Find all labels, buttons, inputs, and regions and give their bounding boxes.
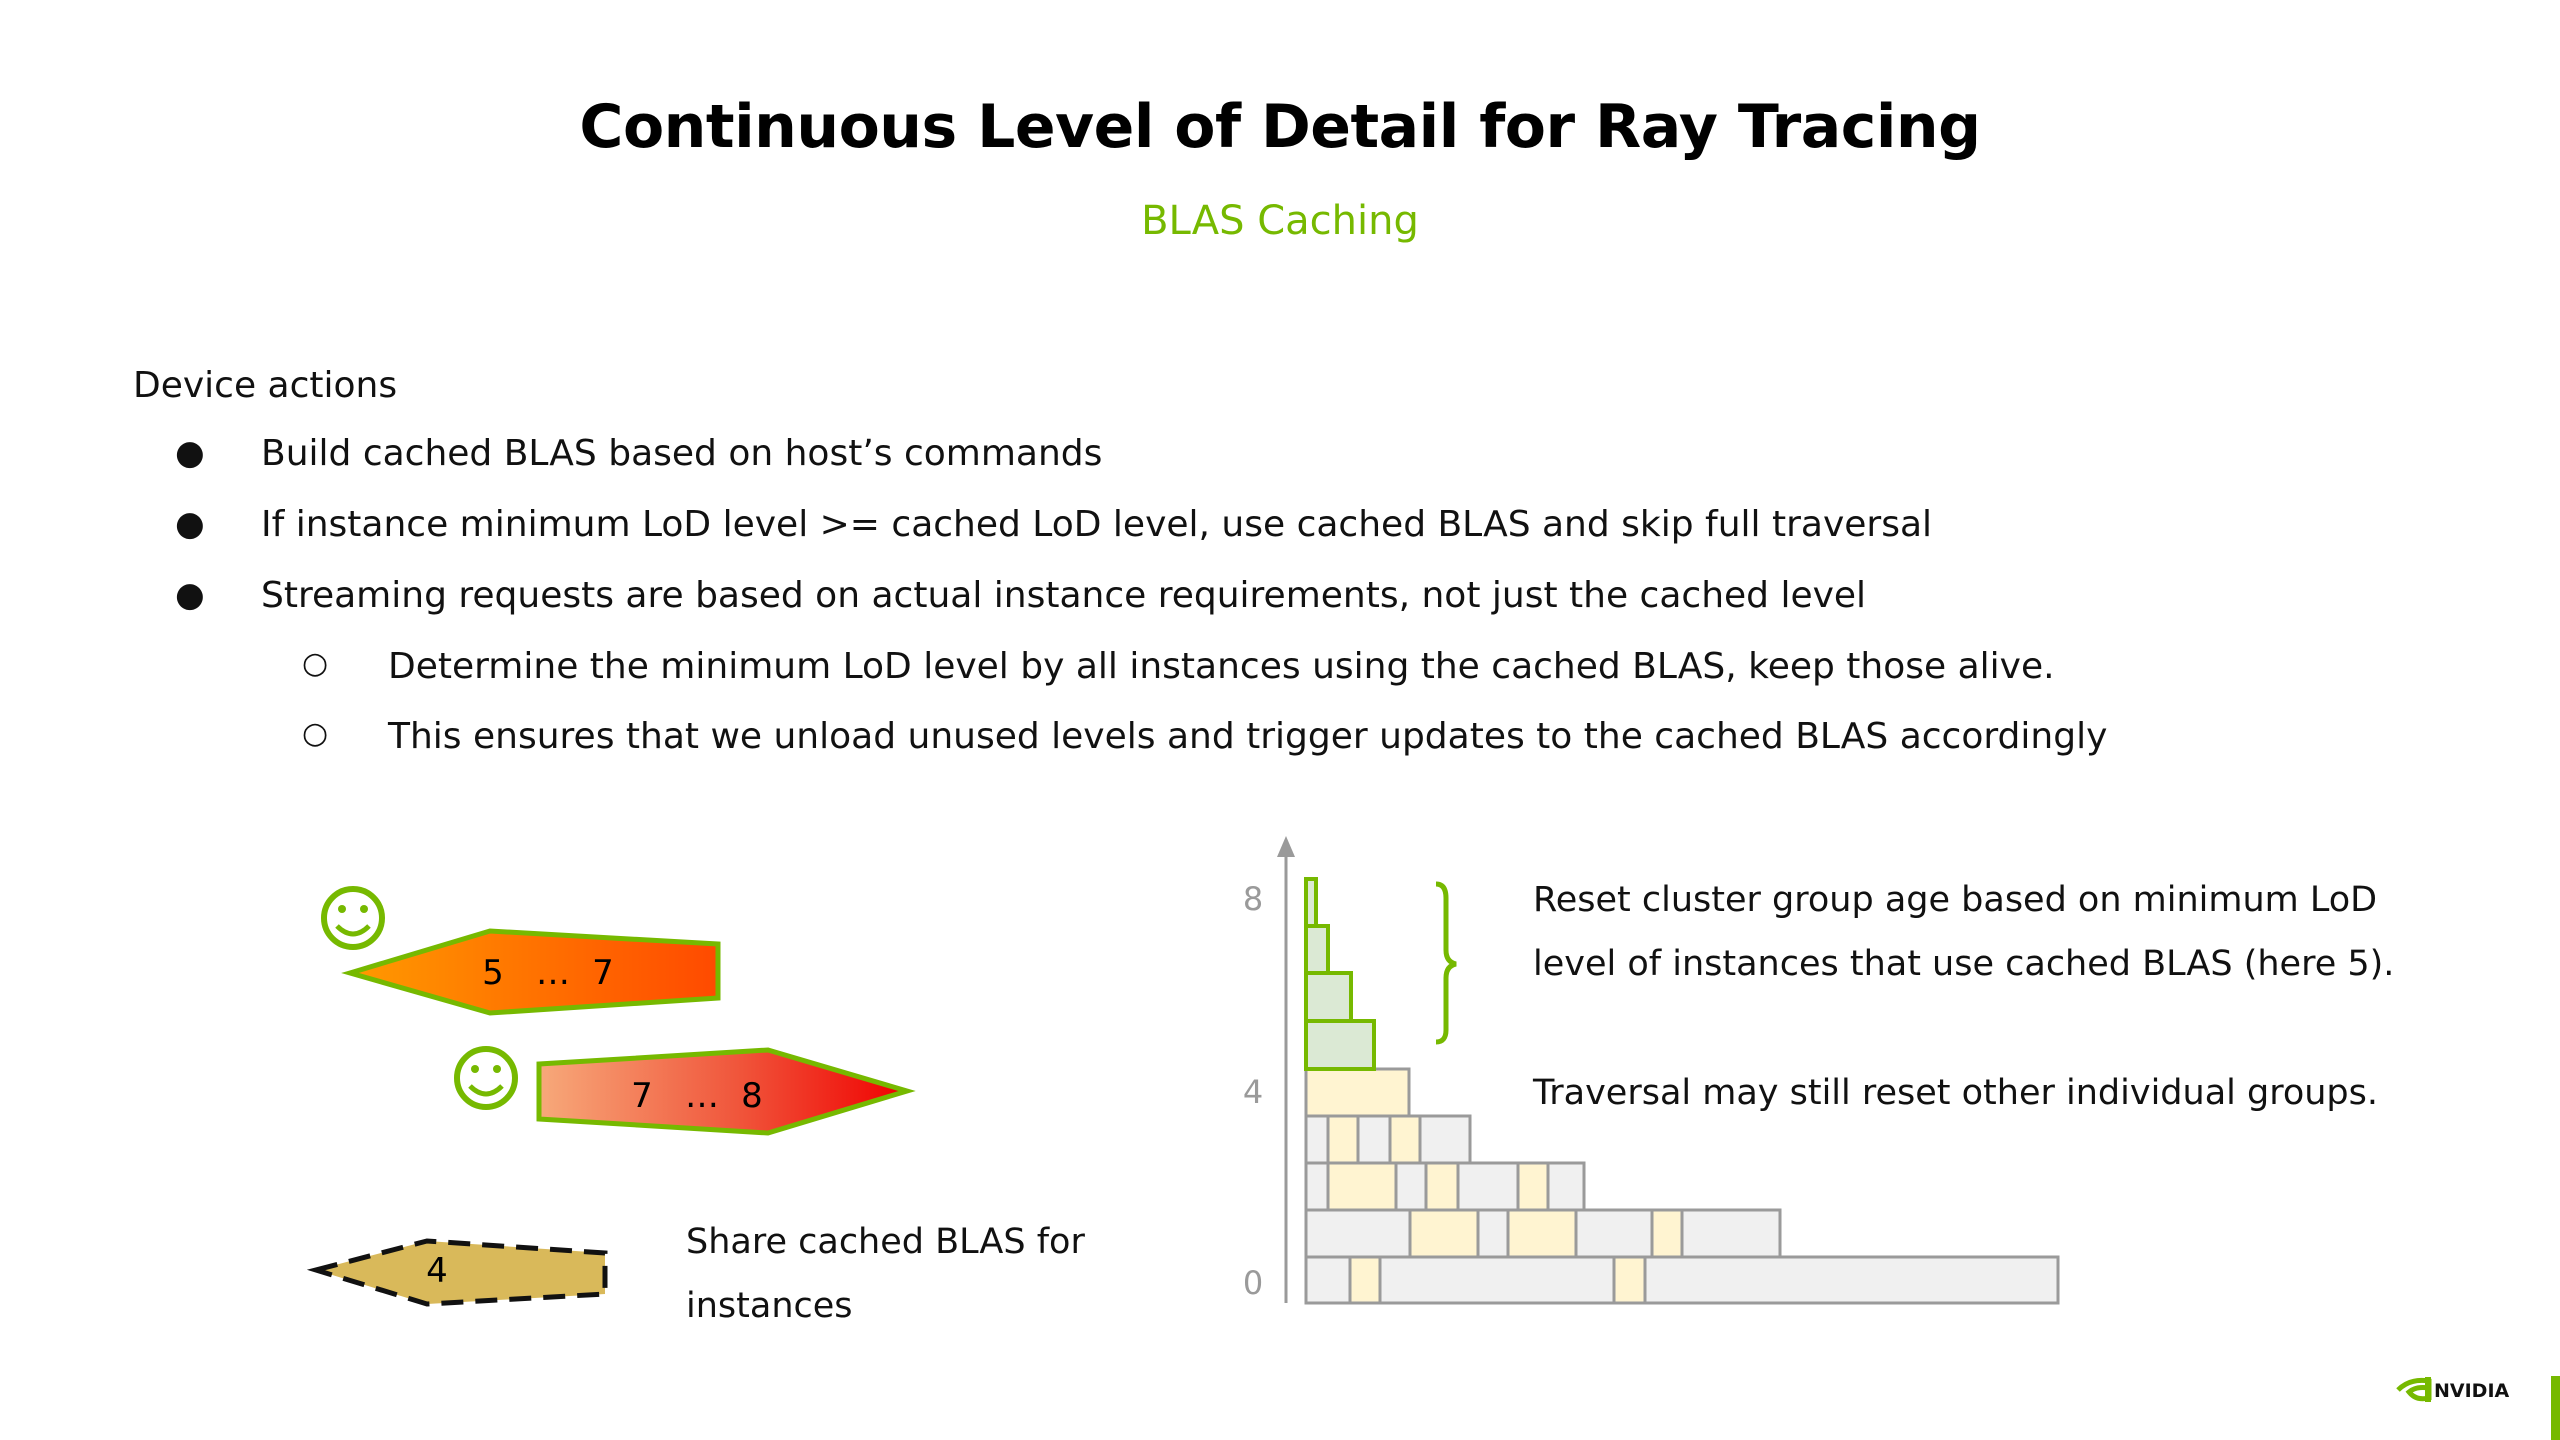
cluster-group-cell (1506, 1208, 1578, 1259)
nvidia-logo-icon (2396, 1377, 2432, 1402)
sub-bullet-text: This ensures that we unload unused level… (388, 716, 2108, 757)
sub-bullet-item: ○ Determine the minimum LoD level by all… (302, 646, 2055, 687)
bullet-marker: ● (175, 504, 205, 544)
smiley-icon (454, 1046, 518, 1110)
nvidia-logo-text: NVIDIA (2434, 1380, 2510, 1402)
reset-note-line: level of instances that use cached BLAS … (1533, 944, 2395, 984)
reset-note: Reset cluster group age based on minimum… (1533, 868, 2394, 996)
instance-a-ellipsis: … (536, 953, 570, 993)
cluster-group-cell (1643, 1255, 2060, 1305)
instance-b-ellipsis: … (685, 1076, 719, 1116)
cached-level-cell (1304, 877, 1318, 928)
instance-b-from: 7 (631, 1076, 653, 1116)
cluster-group-cell (1378, 1255, 1616, 1305)
cluster-group-cell (1574, 1208, 1654, 1259)
sub-bullet-text: Determine the minimum LoD level by all i… (388, 646, 2055, 687)
tick-label-8: 8 (1243, 880, 1263, 918)
cluster-group-cell (1304, 1208, 1412, 1259)
lod-row-1 (1304, 1208, 1782, 1259)
section-heading: Device actions (133, 365, 398, 406)
cluster-group-cell (1516, 1161, 1550, 1212)
cached-level-cell (1304, 971, 1353, 1023)
cached-levels (1304, 877, 1376, 1071)
cluster-group-cell (1304, 1161, 1330, 1212)
cluster-group-cell (1650, 1208, 1684, 1259)
cluster-group-cell (1326, 1161, 1398, 1212)
share-note: Share cached BLAS for instances (686, 1210, 1106, 1338)
cluster-group-cell (1424, 1161, 1460, 1212)
lod-row-0 (1304, 1255, 2060, 1305)
sub-bullet-marker: ○ (302, 646, 329, 681)
share-note-text: Share cached BLAS for instances (686, 1222, 1085, 1326)
cached-blas-label: 4 (426, 1251, 448, 1291)
cached-level-cell (1304, 924, 1330, 975)
footer-accent-bar (2551, 1376, 2560, 1440)
cached-blas-shape (306, 1238, 608, 1307)
bullet-text: Build cached BLAS based on host’s comman… (261, 433, 1103, 474)
cluster-group-cell (1304, 1067, 1411, 1118)
cluster-group-cell (1418, 1114, 1472, 1165)
lod-axis (1277, 836, 1295, 1303)
bullet-marker: ● (175, 433, 205, 473)
cluster-group-cell (1304, 1255, 1352, 1305)
bullet-marker: ● (175, 575, 205, 615)
cluster-group-cell (1388, 1114, 1422, 1165)
cached-level-cell (1304, 1019, 1376, 1071)
lod-row-4 (1304, 1067, 1411, 1118)
lod-row-2 (1304, 1161, 1586, 1212)
cluster-group-cell (1680, 1208, 1782, 1259)
traversal-note: Traversal may still reset other individu… (1533, 1073, 2379, 1113)
instance-b-to: 8 (741, 1076, 763, 1116)
cluster-group-cell (1476, 1208, 1510, 1259)
tick-label-4: 4 (1243, 1073, 1263, 1111)
cluster-group-cell (1546, 1161, 1586, 1212)
instance-a-shape (341, 928, 721, 1016)
sub-bullet-marker: ○ (302, 716, 329, 751)
cluster-group-cell (1304, 1114, 1330, 1165)
lod-row-3 (1304, 1114, 1472, 1165)
smiley-icon (321, 886, 385, 950)
bullet-text: If instance minimum LoD level >= cached … (261, 504, 1933, 545)
instance-a-from: 5 (482, 953, 504, 993)
brace-icon (1435, 881, 1457, 1045)
cluster-group-cell (1394, 1161, 1428, 1212)
tick-label-0: 0 (1243, 1264, 1263, 1302)
cluster-group-cell (1612, 1255, 1647, 1305)
cluster-group-cell (1456, 1161, 1520, 1212)
cluster-group-cell (1408, 1208, 1480, 1259)
instance-b-shape (536, 1047, 916, 1136)
instance-a-to: 7 (592, 953, 614, 993)
cluster-group-cell (1356, 1114, 1392, 1165)
cluster-group-cell (1326, 1114, 1360, 1165)
bullet-item: ● Build cached BLAS based on host’s comm… (175, 433, 1103, 474)
sub-bullet-item: ○ This ensures that we unload unused lev… (302, 716, 2108, 757)
bullet-text: Streaming requests are based on actual i… (261, 575, 1867, 616)
slide-subtitle: BLAS Caching (1141, 198, 1419, 244)
reset-note-line: Reset cluster group age based on minimum… (1533, 880, 2378, 920)
bullet-item: ● If instance minimum LoD level >= cache… (175, 504, 1933, 545)
slide-title: Continuous Level of Detail for Ray Traci… (579, 92, 1981, 162)
cluster-group-cell (1348, 1255, 1382, 1305)
bullet-item: ● Streaming requests are based on actual… (175, 575, 1867, 616)
